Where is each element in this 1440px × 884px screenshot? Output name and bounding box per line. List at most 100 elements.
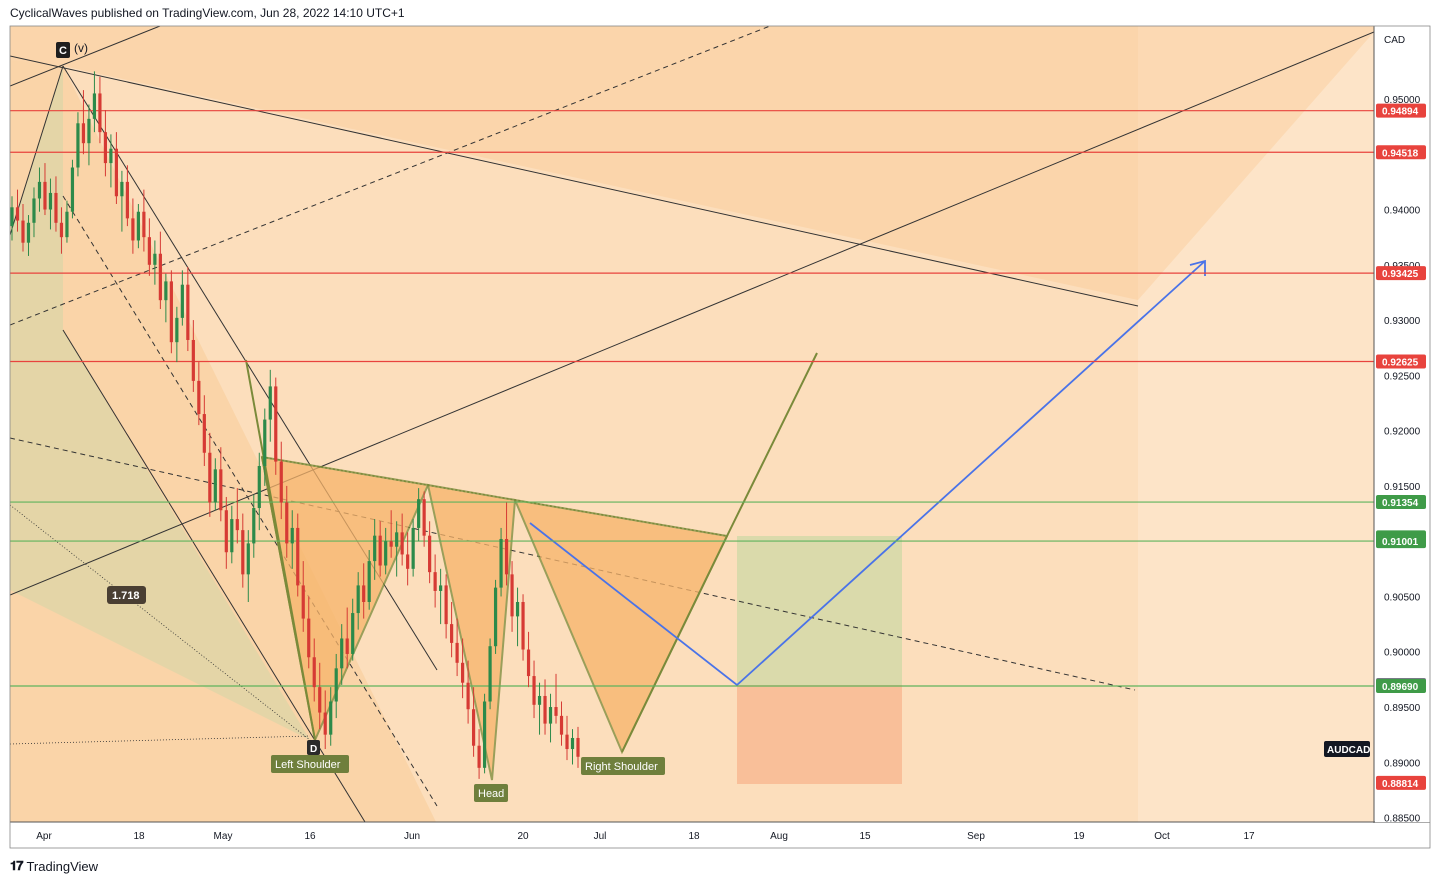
candle-body (54, 192, 58, 223)
candle-body (268, 386, 272, 420)
price-level-tag-label: 0.94518 (1382, 148, 1419, 159)
x-tick-label: 17 (1243, 831, 1255, 842)
svg-text:C: C (59, 45, 67, 57)
trendline-left-steep (10, 65, 64, 236)
candle-body (158, 253, 162, 301)
candle-body (477, 745, 481, 768)
tradingview-logo-icon: 𝟏𝟕 (10, 858, 24, 873)
candle-body (510, 574, 514, 617)
x-tick-label: 19 (1073, 831, 1085, 842)
candle-body (543, 695, 547, 724)
candle-body (537, 695, 542, 705)
price-level-tag-label: 0.94894 (1382, 107, 1419, 118)
candle-body (175, 317, 179, 343)
candle-body (455, 642, 459, 663)
wave-d-marker: D (307, 740, 320, 755)
price-level-tag (1376, 679, 1426, 694)
candle-body (246, 543, 250, 575)
candle-body (504, 538, 509, 575)
candle-body (482, 701, 487, 768)
candle-body (147, 237, 151, 265)
price-level-tag-label: 0.88814 (1382, 779, 1419, 790)
candle-body (15, 207, 20, 221)
dotted-base-1 (10, 735, 311, 745)
candle-body (428, 535, 432, 573)
price-level-tag (1376, 103, 1426, 118)
candle-body (576, 737, 580, 757)
footer[interactable]: 𝟏𝟕 TradingView (10, 858, 98, 874)
candle-body (439, 585, 443, 591)
candle-body (362, 585, 366, 602)
projection-arrow-head (1189, 259, 1206, 276)
price-level-tags: 0.94894 0.94518 0.93425 0.92625 0.91354 0.910… (1376, 103, 1426, 790)
svg-text:Right Shoulder: Right Shoulder (585, 761, 658, 773)
candle-body (450, 624, 454, 643)
projection-arrow (529, 260, 1206, 687)
x-tick-label: 20 (517, 831, 529, 842)
candle-body (202, 414, 206, 453)
candle-body (87, 118, 91, 144)
candle-body (81, 123, 86, 144)
price-level-tag-label: 0.89690 (1382, 682, 1419, 693)
candle-body (142, 211, 146, 238)
candle-body (208, 452, 212, 503)
candle-body (318, 687, 322, 713)
trendline-dashed-top (10, 26, 771, 326)
wave-v-label: (v) (74, 41, 88, 55)
price-level-tag (1376, 354, 1426, 369)
candle-body (461, 662, 465, 683)
candle-body (384, 541, 388, 566)
trendline-fan-top (10, 26, 161, 87)
shade-upper-fan (10, 26, 1374, 300)
x-tick-label: Jun (404, 831, 420, 842)
x-tick-label: 18 (688, 831, 700, 842)
y-tick-label: 0.92000 (1384, 427, 1421, 438)
x-tick-label: 18 (133, 831, 145, 842)
candle-body (356, 585, 360, 614)
currency-label: CAD (1384, 35, 1405, 46)
price-level-tag-label: 0.93425 (1382, 269, 1419, 280)
candle-body (252, 508, 256, 544)
left-shoulder-label: Left Shoulder (271, 755, 349, 773)
candle-body (400, 532, 404, 555)
price-level-tag (1376, 775, 1426, 790)
trendline-upper (10, 55, 1139, 307)
candle-body (312, 657, 316, 688)
candle-body (37, 181, 42, 199)
candle-body (26, 222, 31, 243)
candle-body (235, 519, 239, 531)
x-tick-label: 16 (304, 831, 316, 842)
stop-zone (737, 685, 902, 784)
svg-text:1.718: 1.718 (112, 590, 140, 602)
candle-body (48, 192, 53, 210)
candle-body (389, 541, 393, 547)
price-level-tag (1376, 534, 1426, 549)
candle-body (406, 554, 410, 569)
candle-body (10, 207, 14, 227)
channel-dashed (62, 195, 438, 807)
candle-body (92, 93, 97, 119)
candle-body (180, 284, 184, 318)
candle-body (307, 618, 311, 658)
price-level-tag-label: 0.92625 (1382, 358, 1419, 369)
candle-body (98, 93, 102, 133)
candle-body (70, 167, 75, 212)
symbol-tag: AUDCAD (1324, 741, 1370, 757)
candle-body (191, 339, 195, 381)
candle-body (103, 132, 108, 164)
candle-body (395, 532, 399, 547)
price-level-tag-label: 0.91354 (1382, 498, 1419, 509)
candle-body (241, 530, 245, 575)
candle-body (109, 148, 113, 164)
candle-body (120, 181, 124, 197)
candle-body (471, 709, 476, 746)
candle-body (279, 461, 283, 503)
candle-body (230, 519, 234, 553)
price-level-tag (1376, 266, 1426, 281)
y-tick-label: 0.89500 (1384, 703, 1421, 714)
svg-text:D: D (310, 744, 317, 755)
svg-text:Left Shoulder: Left Shoulder (275, 759, 341, 771)
price-level-tag (1376, 495, 1426, 510)
shade-green-triangle (10, 66, 310, 740)
